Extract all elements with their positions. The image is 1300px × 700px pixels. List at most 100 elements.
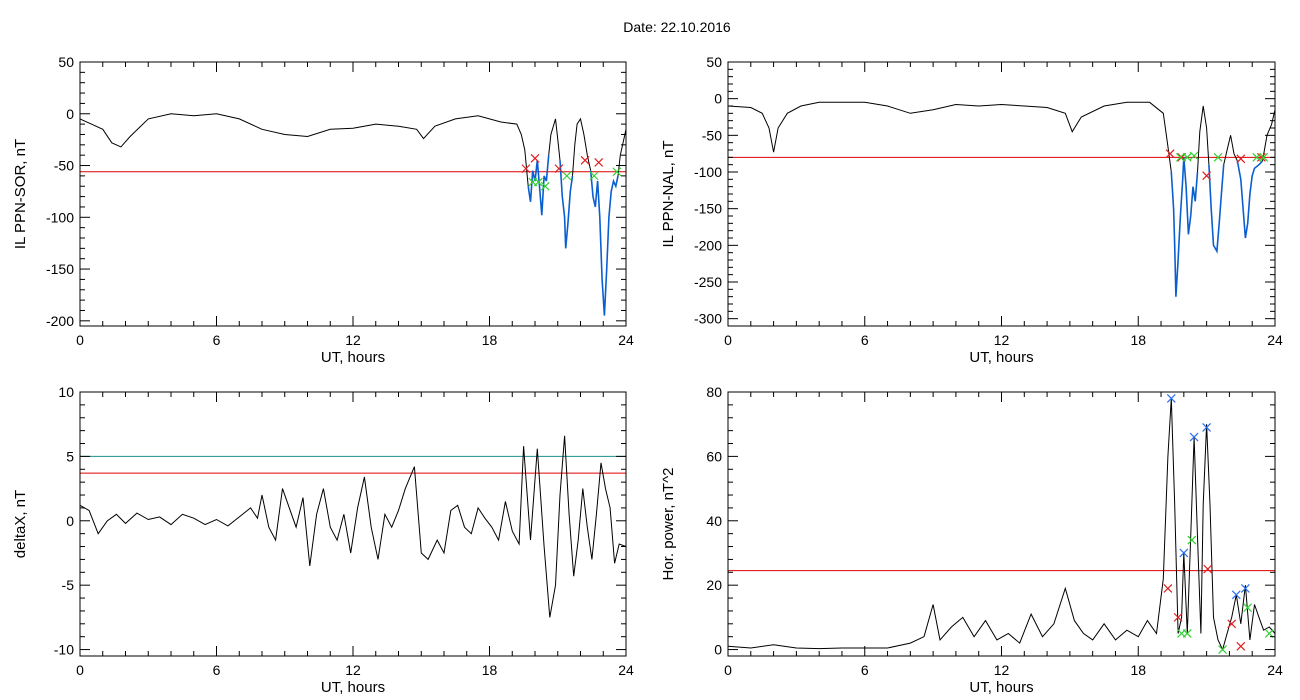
x-tick-label: 18 (482, 332, 498, 348)
x-tick-label: 12 (345, 332, 361, 348)
plot-frame (79, 391, 627, 657)
marker-blue-x (1240, 583, 1250, 593)
series-line-4 (1208, 164, 1225, 254)
marker-red-x (1202, 171, 1212, 181)
y-tick-label: -200 (694, 237, 722, 253)
marker-stroke (1252, 152, 1262, 162)
marker-stroke (1236, 641, 1246, 651)
series-line-3 (548, 118, 561, 161)
y-tick-label: 50 (706, 54, 722, 70)
marker-stroke (562, 171, 572, 181)
chart-panel-2: 0 6 12 18 24 50 0 -50 -100 -150 -200 -250 -300 UT, ho… (660, 54, 1283, 366)
marker-stroke (589, 171, 599, 181)
x-tick-label: 6 (861, 662, 869, 678)
marker-stroke (554, 164, 564, 174)
y-axis-label: IL PPN-SOR, nT (12, 139, 29, 249)
marker-red-x (1173, 612, 1183, 622)
marker-green-x (1218, 645, 1228, 654)
marker-green-x (1259, 152, 1269, 162)
x-tick-label: 24 (618, 662, 634, 678)
marker-stroke (1189, 432, 1199, 442)
y-axis-label: deltaX, nT (12, 490, 29, 558)
marker-stroke (1231, 590, 1241, 600)
x-tick-label: 24 (1267, 662, 1283, 678)
marker-green-x (1182, 152, 1192, 162)
x-tick-label: 6 (213, 332, 221, 348)
date-title: Date: 22.10.2016 (0, 19, 1300, 35)
marker-stroke (1236, 154, 1246, 164)
x-tick-label: 0 (76, 662, 84, 678)
x-tick-label: 24 (1267, 332, 1283, 348)
marker-stroke (1202, 422, 1212, 432)
y-tick-label: 60 (706, 448, 722, 464)
marker-stroke (1175, 152, 1185, 162)
y-tick-label: 0 (714, 642, 722, 658)
marker-green-x (1252, 152, 1262, 162)
marker-red-x (530, 153, 540, 163)
marker-red-x (521, 164, 531, 174)
marker-green-x (589, 171, 599, 181)
y-tick-label: 40 (706, 513, 722, 529)
marker-green-x (1264, 629, 1274, 638)
marker-stroke (1182, 152, 1192, 162)
x-tick-label: 12 (345, 662, 361, 678)
x-tick-label: 6 (213, 662, 221, 678)
y-tick-label: 0 (714, 91, 722, 107)
marker-stroke (612, 167, 622, 177)
marker-green-x (1243, 603, 1253, 613)
marker-green-x (533, 177, 543, 187)
x-tick-label: 24 (618, 332, 634, 348)
marker-red-x (580, 155, 590, 165)
series-line-5 (1223, 135, 1238, 165)
series-line-2 (527, 155, 550, 216)
marker-green-x (1182, 629, 1192, 638)
y-tick-label: 50 (58, 54, 74, 70)
marker-red-x (594, 157, 604, 167)
x-tick-label: 0 (724, 332, 732, 348)
marker-blue-x (1166, 394, 1176, 403)
y-tick-label: 5 (66, 448, 74, 464)
y-tick-label: 0 (66, 513, 74, 529)
date-label: Date: (623, 19, 657, 35)
marker-stroke (533, 177, 543, 187)
marker-stroke (1173, 612, 1183, 622)
series-line-1 (80, 113, 529, 187)
chart-panel-4: 0 6 12 18 24 80 60 40 20 0 UT, hours Hor. power, nT… (660, 384, 1283, 696)
y-tick-label: -50 (54, 158, 74, 174)
plot-area (80, 435, 626, 618)
x-tick-label: 18 (1130, 332, 1146, 348)
marker-blue-x (1189, 432, 1199, 442)
marker-stroke (594, 157, 604, 167)
y-axis-label: IL PPN-NAL, nT (660, 141, 677, 248)
marker-red-x (1236, 154, 1246, 164)
y-tick-label: -10 (54, 642, 74, 658)
marker-stroke (1218, 645, 1228, 654)
marker-stroke (1264, 629, 1274, 638)
marker-green-x (1187, 535, 1197, 545)
marker-stroke (1182, 629, 1192, 638)
marker-green-x (612, 167, 622, 177)
plot-frame (727, 391, 1276, 657)
chart-panel-1: 0 6 12 18 24 50 0 -50 -100 -150 -200 UT, hours IL PP… (12, 54, 634, 366)
y-tick-label: -300 (694, 311, 722, 327)
x-tick-label: 12 (994, 332, 1010, 348)
marker-blue-x (1231, 590, 1241, 600)
marker-green-x (1189, 151, 1199, 161)
y-tick-label: -200 (46, 313, 74, 329)
marker-blue-x (1179, 548, 1189, 558)
x-tick-label: 0 (724, 662, 732, 678)
x-tick-label: 0 (76, 332, 84, 348)
series-line-5 (572, 117, 592, 176)
y-tick-label: -150 (694, 201, 722, 217)
marker-stroke (540, 181, 550, 191)
plot-area (728, 394, 1275, 654)
marker-stroke (1203, 564, 1213, 574)
marker-red-x (1163, 583, 1173, 593)
x-tick-label: 18 (1130, 662, 1146, 678)
marker-stroke (580, 155, 590, 165)
marker-stroke (1166, 394, 1176, 403)
y-tick-label: -100 (694, 164, 722, 180)
series-line-4 (559, 160, 574, 249)
x-tick-label: 18 (482, 662, 498, 678)
